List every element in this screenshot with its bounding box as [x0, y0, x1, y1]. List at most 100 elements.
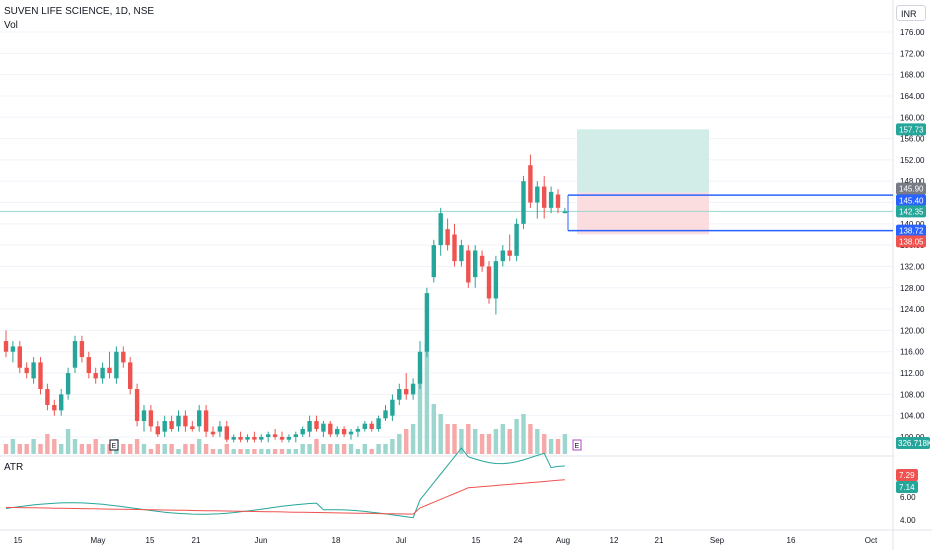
volume-bar	[307, 444, 312, 454]
candle-body	[59, 394, 64, 411]
candle-body	[369, 423, 374, 430]
volume-bar	[314, 439, 319, 454]
price-tick-label: 156.00	[900, 135, 925, 144]
price-tick-label: 172.00	[900, 49, 925, 58]
candle-body	[134, 389, 140, 422]
candle-body	[203, 410, 209, 432]
time-tick-label: 15	[14, 536, 23, 545]
volume-bar	[93, 439, 98, 454]
candle-body	[10, 346, 16, 352]
candle-body	[210, 431, 216, 435]
candle-body	[279, 437, 285, 440]
volume-bar	[169, 444, 174, 454]
candle-body	[486, 266, 492, 299]
volume-bar	[266, 449, 271, 454]
volume-bar	[17, 444, 22, 454]
volume-bar	[542, 434, 547, 454]
long-position-tool[interactable]	[0, 129, 893, 235]
time-tick-label: Jul	[396, 536, 406, 545]
volume-bar	[528, 424, 533, 454]
horizontal-lines[interactable]	[567, 194, 893, 232]
volume-bar	[335, 444, 340, 454]
candle-body	[72, 341, 78, 368]
volume-bar	[341, 444, 347, 454]
volume-bar	[197, 439, 202, 454]
time-tick-label: 21	[655, 536, 664, 545]
volume-bar	[369, 449, 374, 454]
volume-bar	[45, 434, 50, 454]
candle-body	[417, 351, 423, 384]
candle-body	[328, 423, 333, 435]
volume-bar	[438, 414, 443, 454]
price-tick-label: 104.00	[900, 412, 925, 421]
price-tick-label: 120.00	[900, 326, 925, 335]
volume-bar	[238, 449, 243, 454]
stop-zone	[577, 192, 709, 235]
price-tag-value: 145.90	[899, 185, 924, 194]
volume-bar	[555, 439, 561, 454]
candle-body	[286, 437, 292, 440]
volume-bar	[224, 444, 229, 454]
time-tick-label: 24	[514, 536, 523, 545]
volume-bar	[38, 444, 43, 454]
candle-body	[252, 437, 257, 440]
price-tick-label: 108.00	[900, 390, 925, 399]
price-tick-label: 112.00	[900, 369, 924, 378]
price-tick-label: 124.00	[900, 305, 925, 314]
time-tick-label: Sep	[710, 536, 725, 545]
volume-bar	[203, 444, 209, 454]
candle-body	[514, 223, 519, 256]
candle-body	[245, 437, 250, 440]
target-zone	[577, 129, 709, 193]
volume-bar	[562, 434, 568, 454]
candle-body	[466, 250, 471, 283]
volume-bar	[52, 439, 57, 454]
price-tag-value: 138.72	[899, 227, 924, 236]
candle-body	[341, 429, 347, 435]
candle-body	[383, 410, 388, 419]
price-tag-value: 157.73	[899, 125, 924, 134]
candle-body	[3, 341, 9, 352]
candle-body	[376, 418, 381, 430]
candle-body	[424, 293, 430, 352]
time-tick-label: 16	[787, 536, 796, 545]
currency-button[interactable]: INR	[896, 5, 926, 21]
candle-body	[562, 211, 568, 214]
candle-body	[438, 213, 443, 246]
candle-body	[190, 426, 195, 430]
volume-bar	[79, 444, 85, 454]
time-axis[interactable]: 15 May 15 21 Jun 18 Jul 15 24 Aug 12 21 Sep 16 Oct	[14, 536, 878, 545]
volume-bar	[148, 449, 154, 454]
volume-bar	[424, 344, 430, 454]
volume-bar	[65, 429, 71, 454]
candle-body	[479, 255, 485, 267]
earnings-marker	[109, 439, 119, 451]
candle-body	[183, 415, 188, 427]
candles	[3, 154, 568, 443]
candle-body	[148, 410, 154, 427]
candle-body	[24, 367, 29, 374]
price-tag	[896, 205, 926, 218]
candle-body	[31, 362, 36, 379]
volume-bar	[134, 439, 140, 454]
volume-bar	[355, 449, 361, 454]
volume-bar	[548, 439, 554, 454]
volume-bar	[376, 444, 381, 454]
candle-body	[217, 426, 223, 432]
volume-bar	[155, 444, 160, 454]
candle-body	[169, 421, 174, 430]
candle-body	[528, 165, 533, 203]
candle-body	[155, 426, 160, 435]
candle-body	[100, 367, 105, 379]
volume-tag	[896, 437, 930, 449]
volume-bar	[176, 449, 181, 454]
price-tick-label: 176.00	[900, 28, 925, 37]
candle-body	[52, 405, 57, 411]
earnings-marker	[572, 439, 582, 451]
volume-bar	[452, 424, 457, 454]
earnings-marker-label: E	[575, 443, 580, 450]
volume-bar	[286, 449, 292, 454]
volume-bar	[183, 444, 188, 454]
